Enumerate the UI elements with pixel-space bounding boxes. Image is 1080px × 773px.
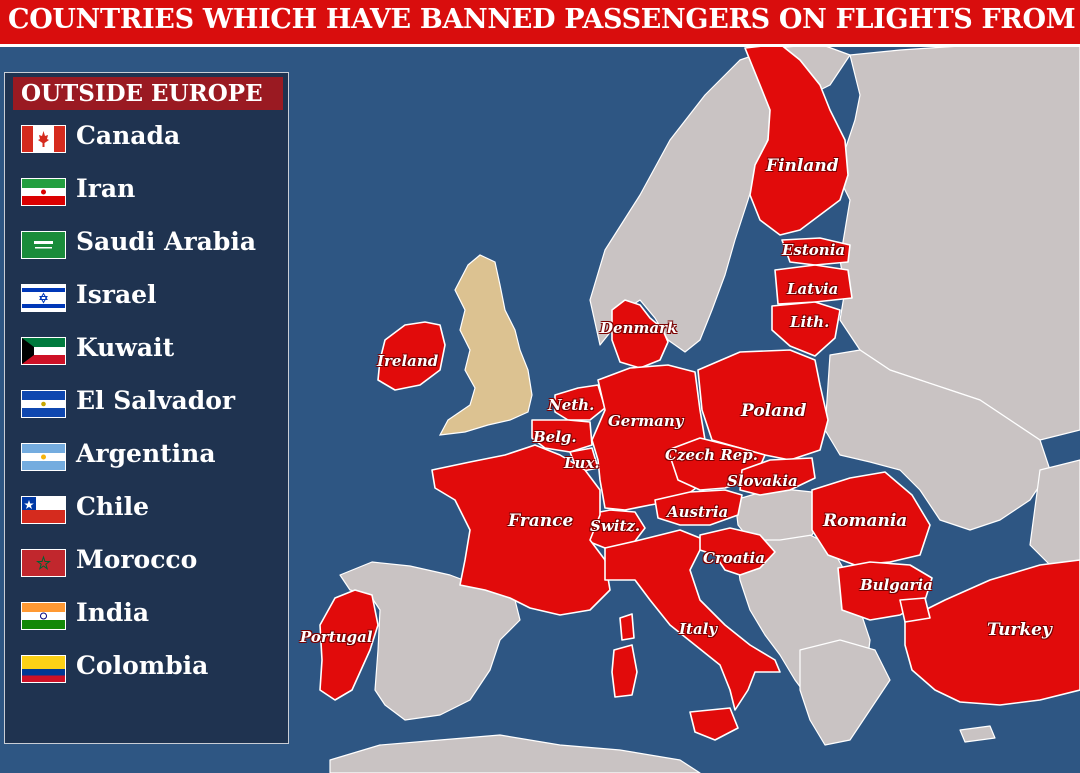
country-netherlands xyxy=(554,384,606,421)
label-bulgaria: Bulgaria xyxy=(860,576,933,594)
label-croatia: Croatia xyxy=(703,549,765,567)
country-france xyxy=(431,444,611,616)
legend-label: Canada xyxy=(76,121,181,150)
label-denmark: Denmark xyxy=(600,319,678,337)
legend-header: OUTSIDE EUROPE xyxy=(13,77,283,110)
legend-label: Argentina xyxy=(76,439,216,468)
country-slovakia xyxy=(739,457,816,496)
label-austria: Austria xyxy=(667,503,729,521)
label-czech: Czech Rep. xyxy=(665,446,758,464)
legend-label: Morocco xyxy=(76,545,198,574)
legend-label: El Salvador xyxy=(76,386,236,415)
legend-label: India xyxy=(76,598,150,627)
label-luxembourg: Lux. xyxy=(564,454,600,472)
country-sicily xyxy=(689,707,739,741)
title-bar: COUNTRIES WHICH HAVE BANNED PASSENGERS O… xyxy=(0,0,1080,47)
legend-item-argentina: Argentina xyxy=(19,435,281,475)
legend-item-chile: Chile xyxy=(19,488,281,528)
saudi-arabia-flag-icon xyxy=(21,231,66,259)
country-turkey xyxy=(904,559,1080,706)
country-turkey-thrace xyxy=(899,597,931,623)
label-portugal: Portugal xyxy=(300,628,373,646)
label-lithuania: Lith. xyxy=(790,313,830,331)
legend-label: Chile xyxy=(76,492,149,521)
country-ireland xyxy=(377,321,446,391)
label-poland: Poland xyxy=(741,401,807,421)
map-title: COUNTRIES WHICH HAVE BANNED PASSENGERS O… xyxy=(8,4,1080,35)
country-portugal xyxy=(319,589,379,701)
land-cyprus xyxy=(959,725,996,743)
israel-flag-icon xyxy=(21,284,66,312)
label-slovakia: Slovakia xyxy=(727,472,798,490)
land-greece xyxy=(799,639,891,746)
legend-label: Israel xyxy=(76,280,157,309)
country-latvia xyxy=(774,264,853,305)
canada-flag-icon xyxy=(21,125,66,153)
country-lithuania xyxy=(771,301,841,357)
label-switzerland: Switz. xyxy=(590,517,641,535)
country-poland xyxy=(697,349,829,461)
legend-title: OUTSIDE EUROPE xyxy=(21,80,263,107)
land-uk xyxy=(438,254,533,436)
label-finland: Finland xyxy=(766,156,839,176)
label-netherlands: Neth. xyxy=(548,396,595,414)
label-italy: Italy xyxy=(679,620,718,638)
legend-label: Saudi Arabia xyxy=(76,227,257,256)
country-finland xyxy=(744,43,849,236)
country-sardinia xyxy=(611,644,638,698)
label-romania: Romania xyxy=(823,511,908,531)
morocco-flag-icon xyxy=(21,549,66,577)
country-germany xyxy=(591,364,706,511)
legend-item-iran: Iran xyxy=(19,170,281,210)
label-turkey: Turkey xyxy=(987,620,1052,640)
iran-flag-icon xyxy=(21,178,66,206)
kuwait-flag-icon xyxy=(21,337,66,365)
india-flag-icon xyxy=(21,602,66,630)
legend-label: Kuwait xyxy=(76,333,175,362)
legend-item-saudi-arabia: Saudi Arabia xyxy=(19,223,281,263)
legend-item-israel: Israel xyxy=(19,276,281,316)
country-austria xyxy=(654,489,743,526)
country-estonia xyxy=(781,237,851,266)
label-belgium: Belg. xyxy=(533,428,577,446)
legend-item-india: India xyxy=(19,594,281,634)
legend-item-colombia: Colombia xyxy=(19,647,281,687)
label-estonia: Estonia xyxy=(782,241,846,259)
country-croatia xyxy=(699,527,776,576)
legend-panel: OUTSIDE EUROPE Canada Iran Saudi Arabia xyxy=(4,72,289,744)
country-romania xyxy=(811,471,931,566)
country-corsica xyxy=(619,613,635,641)
country-belgium xyxy=(531,419,593,453)
label-germany: Germany xyxy=(608,412,684,430)
legend-item-canada: Canada xyxy=(19,117,281,157)
legend-label: Colombia xyxy=(76,651,209,680)
land-north-africa xyxy=(329,734,701,773)
chile-flag-icon xyxy=(21,496,66,524)
argentina-flag-icon xyxy=(21,443,66,471)
legend-label: Iran xyxy=(76,174,136,203)
legend-item-kuwait: Kuwait xyxy=(19,329,281,369)
legend-item-morocco: Morocco xyxy=(19,541,281,581)
colombia-flag-icon xyxy=(21,655,66,683)
land-spain xyxy=(339,561,521,721)
label-latvia: Latvia xyxy=(787,280,839,298)
land-ukraine-belarus xyxy=(824,349,1051,531)
label-france: France xyxy=(508,511,574,531)
country-denmark xyxy=(611,299,669,369)
legend-item-el-salvador: El Salvador xyxy=(19,382,281,422)
label-ireland: Ireland xyxy=(377,352,439,370)
el-salvador-flag-icon xyxy=(21,390,66,418)
